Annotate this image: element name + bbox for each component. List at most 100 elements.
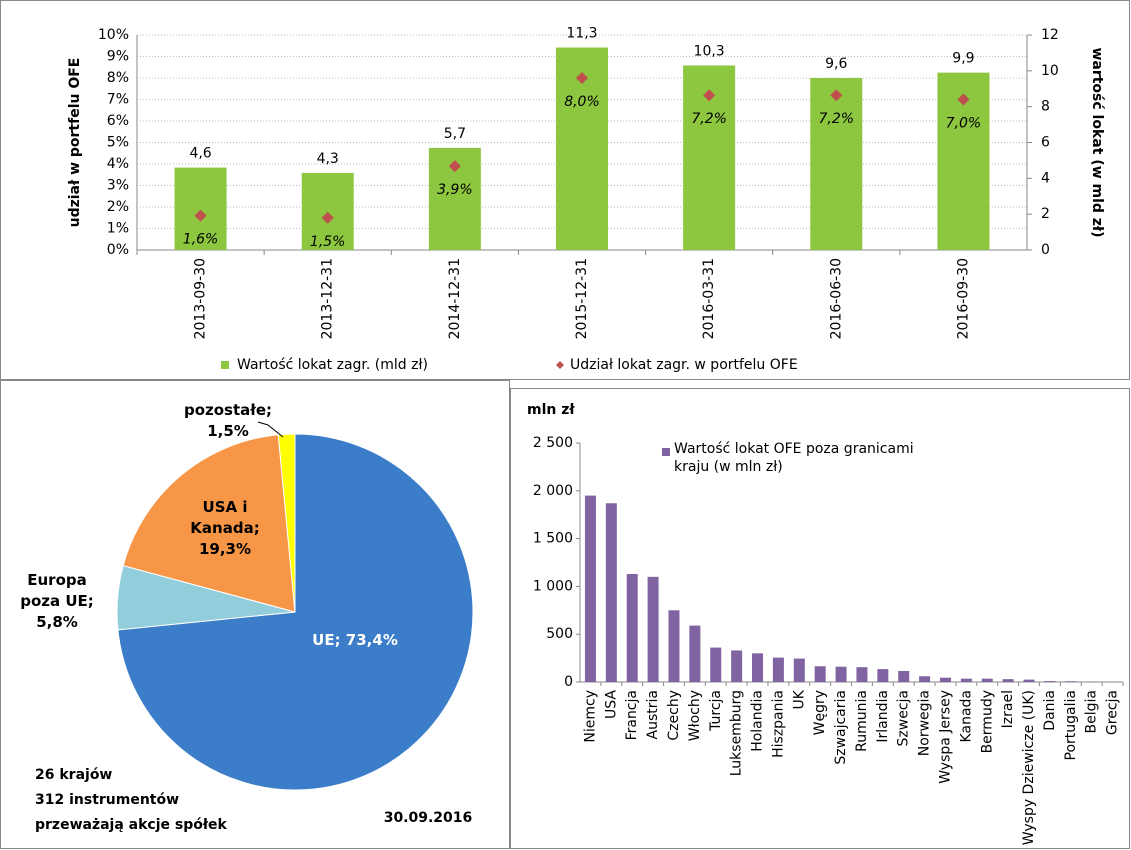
point-value-label: 7,0% xyxy=(946,116,982,132)
x-tick-label: Włochy xyxy=(687,690,703,741)
x-tick-label: Czechy xyxy=(666,690,682,741)
x-tick-label: USA xyxy=(603,690,619,719)
x-tick-label: Szwajcaria xyxy=(833,690,849,765)
x-tick-label: 2013-09-30 xyxy=(193,258,209,339)
bar xyxy=(605,503,617,682)
diamond-marker xyxy=(830,89,843,102)
x-tick-label: Francja xyxy=(624,690,640,740)
bar xyxy=(731,650,743,682)
x-tick-label: Szwecja xyxy=(896,690,912,746)
bar xyxy=(174,167,227,250)
x-tick-label: 2016-09-30 xyxy=(955,258,971,339)
pie-label-text: UE; 73,4% xyxy=(312,631,398,649)
bar xyxy=(1023,679,1035,682)
pie-label-text: USA i Kanada; 19,3% xyxy=(190,498,260,558)
y-axis-title: udział w portfelu OFE xyxy=(67,58,83,228)
bar-value-label: 10,3 xyxy=(694,43,725,59)
diamond-marker xyxy=(448,160,461,173)
bar-value-label: 11,3 xyxy=(566,26,597,42)
pie-label: USA i Kanada; 19,3% xyxy=(190,498,260,558)
bar xyxy=(793,658,805,682)
y-tick-label: 1 000 xyxy=(533,578,573,594)
bar xyxy=(919,676,931,682)
y2-tick-label: 12 xyxy=(1041,27,1059,43)
x-tick-label: Luksemburg xyxy=(729,690,745,776)
bar xyxy=(301,172,354,250)
x-tick-label: Węgry xyxy=(812,690,828,735)
pie-slice xyxy=(122,434,296,613)
x-tick-label: Niemcy xyxy=(582,690,598,743)
point-value-label: 1,5% xyxy=(310,234,346,250)
y-tick-label: 8% xyxy=(107,70,129,86)
bar xyxy=(1044,681,1056,682)
diamond-marker xyxy=(576,72,588,84)
bar-value-label: 4,6 xyxy=(189,146,211,162)
x-tick-label: Turcja xyxy=(708,690,724,732)
y-tick-label: 1 500 xyxy=(533,531,573,547)
legend-swatch xyxy=(221,361,229,369)
y-tick-label: 6% xyxy=(107,113,129,129)
point-value-label: 3,9% xyxy=(437,182,473,198)
y-tick-label: 2% xyxy=(107,199,129,215)
y-tick-label: 1% xyxy=(107,221,129,237)
diamond-marker xyxy=(957,93,970,106)
x-tick-label: UK xyxy=(791,689,807,709)
y-tick-label: 5% xyxy=(107,135,129,151)
x-tick-label: Holandia xyxy=(750,690,766,752)
x-tick-label: Bermudy xyxy=(979,690,995,753)
y2-tick-label: 10 xyxy=(1041,63,1059,79)
x-tick-label: Norwegia xyxy=(917,690,933,756)
diamond-marker xyxy=(703,89,716,102)
leader-line xyxy=(257,421,284,438)
y-tick-label: 0% xyxy=(107,242,129,258)
bar-value-label: 5,7 xyxy=(444,126,466,142)
y-tick-label: 10% xyxy=(98,27,129,43)
diamond-marker xyxy=(321,211,334,224)
x-tick-label: Grecja xyxy=(1105,690,1121,735)
y-tick-label: 3% xyxy=(107,178,129,194)
point-value-label: 8,0% xyxy=(564,94,600,110)
pie-slice xyxy=(277,433,296,613)
annotation: 30.09.2016 xyxy=(384,810,473,826)
bar xyxy=(939,677,951,682)
y2-axis-title: wartość lokat (w mld zł) xyxy=(1089,47,1105,237)
legend-label: Udział lokat zagr. w portfelu OFE xyxy=(570,357,798,373)
pie-label: pozostałe; 1,5% xyxy=(183,401,273,440)
bar xyxy=(814,666,826,682)
legend-label-text: Wartość lokat OFE poza granicami kraju (… xyxy=(674,441,914,475)
bar xyxy=(710,647,722,682)
x-tick-label: Rumunia xyxy=(854,690,870,752)
bar xyxy=(898,671,910,682)
pie-label-text: pozostałe; 1,5% xyxy=(183,401,273,440)
bar xyxy=(689,625,701,682)
legend-label: Wartość lokat zagr. (mld zł) xyxy=(237,357,428,373)
bar xyxy=(960,678,972,682)
x-tick-label: 2016-03-31 xyxy=(701,258,717,339)
x-tick-label: Izrael xyxy=(1000,690,1016,728)
y-axis-title: mln zł xyxy=(527,402,575,418)
x-tick-label: 2013-12-31 xyxy=(320,258,336,339)
x-tick-label: Belgia xyxy=(1084,690,1100,733)
bar xyxy=(856,667,868,682)
legend-swatch xyxy=(556,361,564,369)
y-tick-label: 2 500 xyxy=(533,435,573,451)
bar-value-label: 4,3 xyxy=(317,151,339,167)
bar-value-label: 9,6 xyxy=(825,56,847,72)
pie-label: Europa poza UE; 5,8% xyxy=(20,571,94,631)
x-tick-label: Wyspy Dziewicze (UK) xyxy=(1021,690,1037,845)
annotation: przeważają akcje spółek xyxy=(35,817,228,833)
bar xyxy=(647,576,659,682)
x-tick-label: Dania xyxy=(1042,690,1058,731)
y2-tick-label: 2 xyxy=(1041,206,1050,222)
annotation: 26 krajów xyxy=(35,767,112,783)
legend-label: Wartość lokat OFE poza granicami kraju (… xyxy=(674,441,914,475)
y2-tick-label: 4 xyxy=(1041,170,1050,186)
bar-value-label: 9,9 xyxy=(952,51,974,67)
bar xyxy=(626,573,638,682)
point-value-label: 7,2% xyxy=(691,111,727,127)
x-tick-label: Hiszpania xyxy=(770,690,786,758)
legend-swatch xyxy=(662,448,670,456)
x-tick-label: Portugalia xyxy=(1063,690,1079,760)
bar xyxy=(668,610,680,682)
